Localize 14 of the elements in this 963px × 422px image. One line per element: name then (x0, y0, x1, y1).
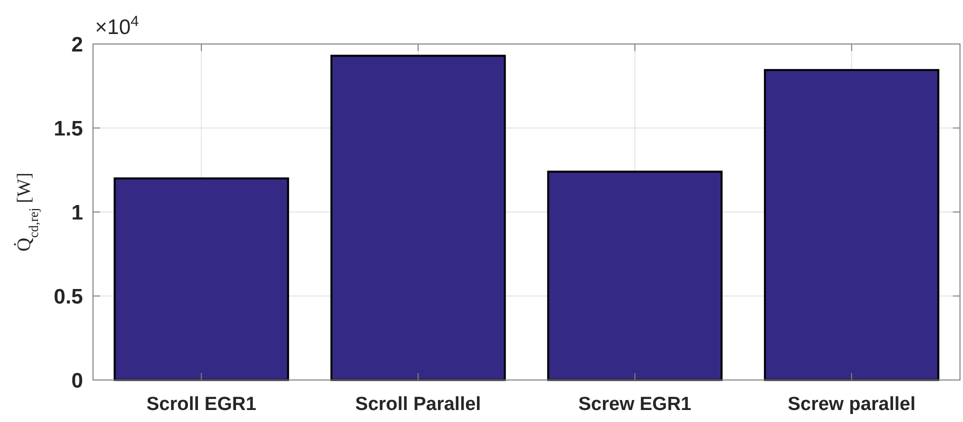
y-tick-label: 0 (71, 369, 83, 392)
x-tick-label: Screw EGR1 (578, 394, 692, 415)
x-tick-label: Scroll EGR1 (146, 394, 257, 415)
y-tick-label: 1.5 (54, 117, 84, 140)
y-tick-label: 2 (71, 33, 83, 56)
bar (330, 54, 506, 381)
bar (764, 69, 940, 381)
x-tick-label: Screw parallel (788, 394, 916, 415)
text: ×10$^{4}$ (95, 14, 139, 39)
y-tick-label: 0.5 (54, 285, 84, 308)
bar (547, 170, 723, 381)
y-tick-label: 1 (71, 201, 84, 224)
bar (114, 177, 290, 381)
x-tick-label: Scroll Parallel (355, 394, 481, 415)
